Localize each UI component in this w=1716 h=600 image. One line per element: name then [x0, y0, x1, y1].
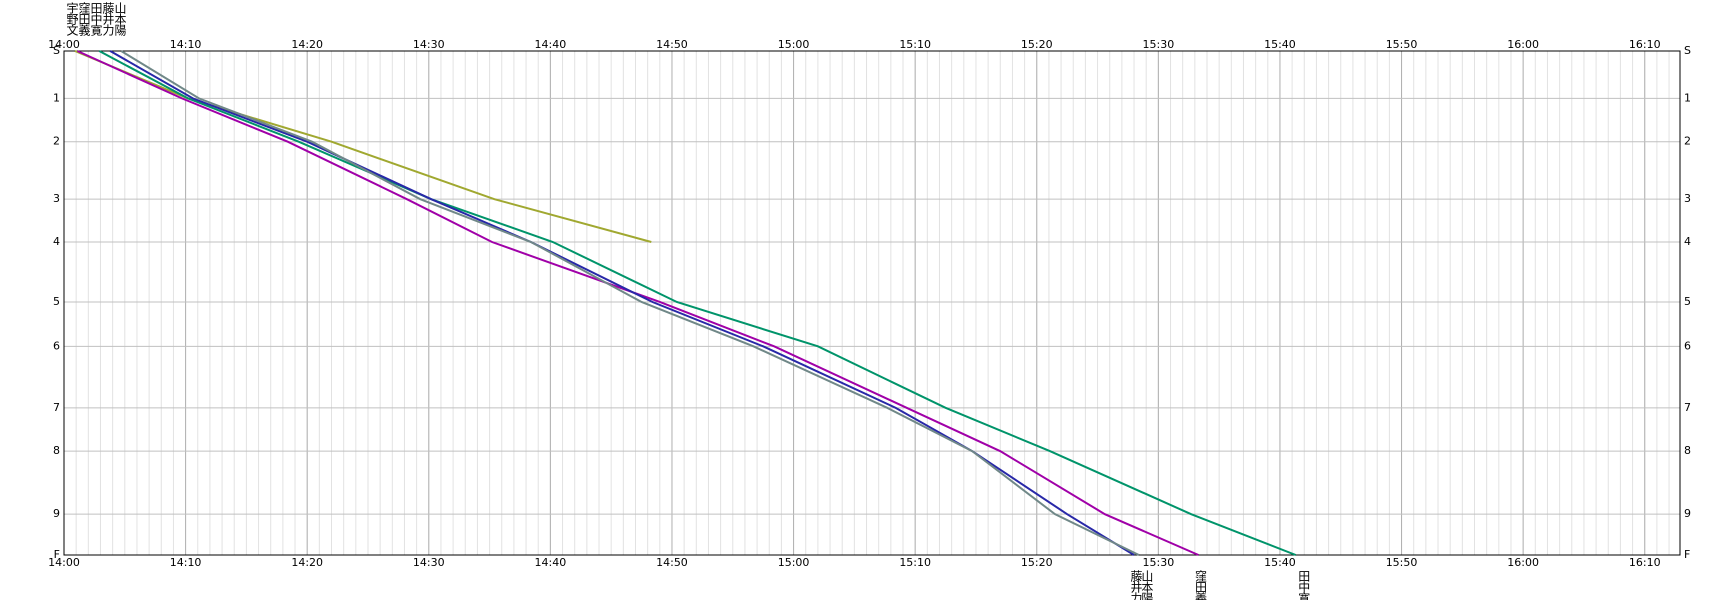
legend-entry: 田中寛 [89, 2, 103, 37]
finish-label: 藤井力 [1129, 570, 1143, 600]
y-tick-label: F [54, 548, 60, 561]
legend-entry: 宇野文 [65, 2, 79, 36]
x-tick-label: 14:50 [656, 556, 688, 569]
y-tick-label-right: 6 [1684, 339, 1691, 352]
y-tick-label: 4 [53, 235, 60, 248]
y-tick-label-right: 8 [1684, 444, 1691, 457]
x-tick-label: 14:30 [413, 556, 445, 569]
x-tick-label-top: 14:50 [656, 38, 688, 51]
y-tick-label-right: F [1684, 548, 1690, 561]
y-tick-label: 3 [53, 192, 60, 205]
legend-entry: 藤井力 [101, 2, 115, 37]
x-tick-label-top: 16:10 [1629, 38, 1661, 51]
y-tick-label: S [53, 44, 60, 57]
plot-frame [63, 50, 1681, 556]
y-tick-label-right: 7 [1684, 401, 1691, 414]
legend-entry: 山本陽 [113, 2, 127, 37]
y-tick-label-right: 2 [1684, 135, 1691, 148]
x-tick-label: 15:00 [778, 556, 810, 569]
x-tick-label: 15:30 [1143, 556, 1175, 569]
x-tick-label: 15:50 [1386, 556, 1418, 569]
y-tick-label-right: 9 [1684, 507, 1691, 520]
x-tick-label: 15:20 [1021, 556, 1053, 569]
x-tick-label: 14:40 [535, 556, 567, 569]
y-tick-label: 1 [53, 91, 60, 104]
series-line [74, 50, 652, 243]
y-tick-label-right: S [1684, 44, 1691, 57]
x-tick-label-top: 14:00 [48, 38, 80, 51]
x-tick-label-top: 15:00 [778, 38, 810, 51]
series-line [109, 50, 1135, 556]
legend-entry: 窪田義 [77, 1, 91, 36]
y-tick-label: 7 [53, 401, 60, 414]
x-tick-label: 15:10 [899, 556, 931, 569]
y-tick-label-right: 4 [1684, 235, 1691, 248]
x-tick-label-top: 15:10 [899, 38, 931, 51]
x-tick-label-top: 15:50 [1386, 38, 1418, 51]
y-tick-label-right: 1 [1684, 91, 1691, 104]
series-line [76, 50, 1199, 556]
x-tick-label-top: 14:40 [535, 38, 567, 51]
x-tick-label: 14:10 [170, 556, 202, 569]
x-tick-label: 14:20 [291, 556, 323, 569]
x-tick-label-top: 14:10 [170, 38, 202, 51]
series-line [98, 50, 1297, 556]
x-tick-label-top: 14:20 [291, 38, 323, 51]
x-tick-label: 14:00 [48, 556, 80, 569]
x-tick-label: 15:40 [1264, 556, 1296, 569]
y-tick-label: 5 [53, 295, 60, 308]
finish-label: 田中寛 [1297, 570, 1311, 600]
x-tick-label: 16:00 [1507, 556, 1539, 569]
y-tick-label: 6 [53, 339, 60, 352]
x-tick-label-top: 16:00 [1507, 38, 1539, 51]
x-tick-label: 16:10 [1629, 556, 1661, 569]
x-tick-label-top: 15:40 [1264, 38, 1296, 51]
x-tick-label-top: 15:30 [1143, 38, 1175, 51]
y-tick-label-right: 5 [1684, 295, 1691, 308]
y-tick-label: 8 [53, 444, 60, 457]
x-tick-label-top: 14:30 [413, 38, 445, 51]
finish-label: 山本陽 [1140, 570, 1154, 600]
y-tick-label: 9 [53, 507, 60, 520]
y-tick-label-right: 3 [1684, 192, 1691, 205]
x-tick-label-top: 15:20 [1021, 38, 1053, 51]
series-line [120, 50, 1140, 556]
y-tick-label: 2 [53, 135, 60, 148]
finish-label: 窪田義 [1193, 569, 1207, 600]
